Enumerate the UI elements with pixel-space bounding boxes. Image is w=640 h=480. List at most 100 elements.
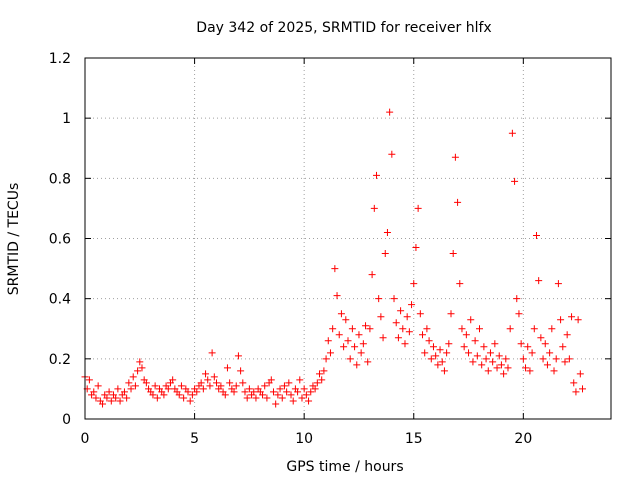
data-point — [136, 358, 144, 366]
data-point — [324, 337, 332, 345]
data-point — [506, 325, 514, 333]
data-point — [565, 355, 573, 363]
data-point — [454, 198, 462, 206]
data-point — [550, 367, 558, 375]
data-point — [298, 394, 306, 402]
y-axis-label: SRMTID / TECUs — [6, 183, 22, 296]
y-tick-label: 0.2 — [49, 352, 71, 368]
y-axis: 0 0.2 0.4 0.6 0.8 1 1.2 — [49, 51, 611, 428]
data-point — [576, 370, 584, 378]
data-point — [353, 361, 361, 369]
data-point — [392, 319, 400, 327]
data-point — [465, 349, 473, 357]
data-point — [318, 376, 326, 384]
data-point — [123, 394, 131, 402]
data-point — [313, 379, 321, 387]
data-point — [213, 379, 220, 387]
data-point — [287, 391, 295, 399]
data-point — [390, 295, 398, 303]
data-point — [125, 379, 133, 387]
data-point — [515, 310, 523, 318]
data-point — [563, 331, 571, 339]
data-point — [405, 328, 413, 336]
data-point — [283, 388, 291, 396]
data-point — [403, 313, 411, 321]
data-point — [368, 271, 376, 279]
grid-layer — [85, 58, 611, 419]
data-point — [114, 385, 122, 393]
data-point — [478, 361, 486, 369]
data-point — [193, 388, 201, 396]
data-point — [359, 340, 367, 348]
data-point — [221, 391, 229, 399]
data-point — [375, 295, 383, 303]
data-point — [458, 325, 466, 333]
data-point — [289, 397, 297, 405]
data-point — [92, 394, 100, 402]
data-point — [208, 349, 216, 357]
data-point — [447, 310, 455, 318]
data-point — [524, 343, 532, 351]
data-point — [467, 316, 475, 324]
y-tick-label: 1.2 — [49, 51, 71, 67]
data-point — [153, 394, 161, 402]
data-point — [502, 355, 510, 363]
data-point — [116, 397, 124, 405]
data-point — [252, 394, 260, 402]
data-point — [243, 394, 251, 402]
x-tick-label: 10 — [295, 431, 313, 447]
data-point — [370, 204, 378, 212]
data-point — [530, 325, 538, 333]
data-point — [500, 370, 508, 378]
data-point — [372, 171, 380, 179]
data-point — [535, 277, 543, 285]
data-point — [151, 382, 159, 390]
data-point — [300, 385, 308, 393]
data-point — [572, 388, 580, 396]
data-point — [421, 349, 429, 357]
data-point — [537, 334, 545, 342]
data-point — [416, 310, 424, 318]
data-point — [394, 334, 402, 342]
data-point — [579, 385, 587, 393]
data-point — [443, 349, 451, 357]
data-point — [469, 358, 477, 366]
data-point — [112, 394, 120, 402]
data-point — [364, 358, 372, 366]
data-point — [90, 388, 98, 396]
data-point — [103, 394, 111, 402]
data-point — [557, 316, 565, 324]
data-point — [180, 394, 188, 402]
data-point — [302, 391, 310, 399]
data-point — [239, 379, 247, 387]
data-point — [414, 204, 422, 212]
data-point — [259, 391, 267, 399]
data-point — [399, 325, 407, 333]
data-point — [316, 370, 324, 378]
data-point — [568, 313, 576, 321]
data-point — [285, 379, 293, 387]
data-point — [460, 343, 468, 351]
data-point — [276, 385, 284, 393]
data-point — [401, 340, 409, 348]
data-point — [351, 343, 359, 351]
data-point — [357, 349, 365, 357]
data-point — [342, 316, 350, 324]
data-point — [528, 349, 536, 357]
plot-frame — [84, 57, 612, 420]
x-tick-label: 20 — [514, 431, 532, 447]
data-point — [495, 352, 503, 360]
data-point — [436, 346, 444, 354]
data-point — [348, 325, 356, 333]
data-point — [449, 250, 457, 258]
data-point — [305, 397, 313, 405]
data-point — [570, 379, 578, 387]
data-point — [105, 388, 113, 396]
data-point — [425, 337, 433, 345]
data-point — [129, 373, 137, 381]
x-axis: 0 5 10 15 20 — [81, 58, 532, 447]
data-point — [548, 325, 556, 333]
data-point — [320, 367, 328, 375]
data-point — [526, 367, 534, 375]
